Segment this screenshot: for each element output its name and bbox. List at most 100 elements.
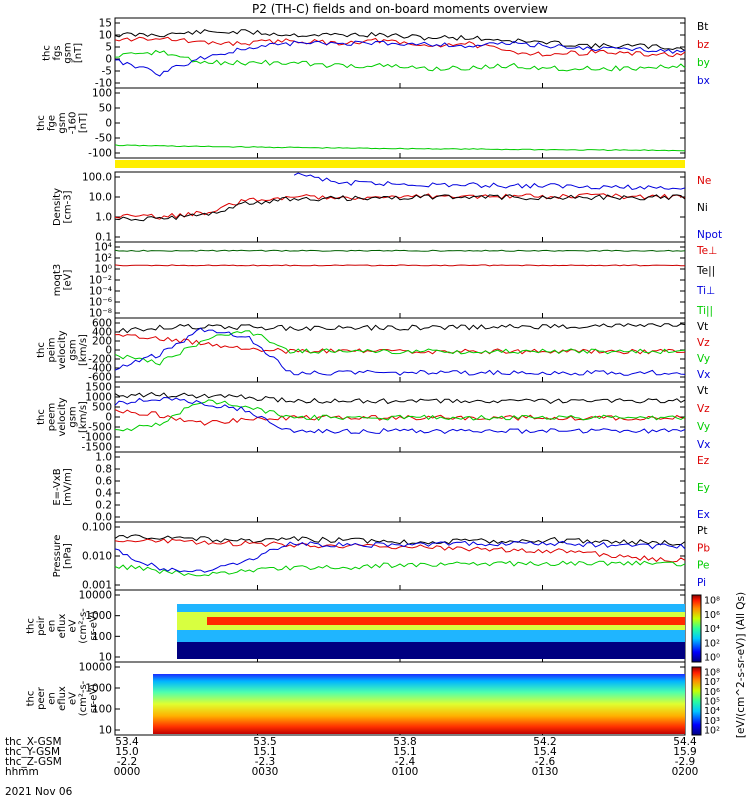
legend-by: by: [697, 57, 710, 69]
y-axis-label: fgs: [52, 45, 63, 60]
y-axis-label: [nPa]: [62, 543, 73, 569]
colorbar-tick: 10³: [704, 716, 720, 727]
x-col-value: -2.6: [535, 756, 556, 768]
y-tick-label: 400: [92, 327, 112, 339]
Vy-series-line: [114, 399, 686, 432]
x-col-value: 54.4: [673, 736, 697, 748]
x-col-value: 0200: [672, 766, 699, 778]
y-axis-label: sr-eV): [89, 611, 100, 640]
y-tick-label: 0.100: [82, 522, 112, 534]
spectrogram-peir: [177, 604, 685, 659]
bx-series-line: [114, 40, 686, 77]
x-col-value: -2.3: [255, 756, 276, 768]
x-col-value: -2.2: [117, 756, 138, 768]
Bt-series-line: [114, 29, 686, 52]
flag-bar: [115, 160, 685, 168]
y-axis-label: -160: [68, 112, 79, 135]
legend-Ni: Ni: [697, 202, 708, 214]
legend-Vt: Vt: [697, 385, 708, 397]
colorbar-tick: 10²: [704, 726, 720, 737]
y-tick-label: 0: [105, 118, 112, 130]
colorbar-label: [eV/(cm^2-s-sr-eV)] (All Qs): [735, 592, 747, 738]
y-tick-label: 10000: [79, 590, 112, 602]
legend-Vy: Vy: [697, 421, 710, 433]
green-series-line: [114, 144, 686, 152]
colorbar-tick: 10⁸: [704, 668, 720, 679]
y-tick-label: 0.1: [95, 232, 112, 244]
y-tick-label: 0: [105, 54, 112, 66]
legend-Ez: Ez: [697, 455, 710, 467]
y-tick-label: -50: [95, 133, 112, 145]
legend-Vx: Vx: [697, 439, 710, 451]
colorbar-tick: 10⁴: [704, 624, 720, 635]
Te-top-series-line: [114, 249, 686, 252]
legend-Vz: Vz: [697, 403, 710, 415]
y-tick-label: 50: [99, 103, 112, 115]
y-tick-label: 0.2: [95, 500, 112, 512]
y-tick-label: 0.4: [95, 488, 112, 500]
y-tick-label: 5: [105, 42, 112, 54]
x-row-label: thc_Z-GSM: [5, 756, 62, 768]
legend-Vt: Vt: [697, 321, 708, 333]
y-axis-label: Density: [52, 188, 63, 226]
y-axis-label: thc: [26, 691, 37, 707]
y-tick-label: 10⁻⁴: [89, 286, 112, 298]
y-tick-label: 10: [99, 725, 112, 737]
x-col-value: 0000: [114, 766, 141, 778]
y-axis-label: eV: [68, 619, 79, 632]
y-tick-label: -5: [102, 66, 112, 78]
y-tick-label: -10: [95, 78, 112, 90]
y-tick-label: 10⁻²: [89, 275, 112, 287]
x-col-value: 15.4: [533, 746, 557, 758]
colorbar1: 10⁸ 10⁶ 10⁴ 10² 10⁰: [691, 594, 720, 664]
Pi-series-line: [114, 540, 686, 573]
y-tick-label: -200: [88, 354, 112, 366]
x-col-value: 15.0: [115, 746, 138, 758]
colorbar-gradient: [691, 594, 702, 663]
y-axis-label: gsm: [68, 339, 79, 360]
colorbar-tick: 10⁵: [704, 697, 720, 708]
legend-Bt: Bt: [697, 21, 708, 33]
colorbar-tick: 10⁴: [704, 706, 720, 717]
legend-Ne: Ne: [697, 175, 711, 187]
y-axis-label: peem: [47, 403, 58, 431]
y-axis-label: eflux: [57, 614, 68, 639]
colorbar-tick: 10⁷: [704, 677, 720, 688]
y-tick-label: -600: [88, 372, 112, 384]
x-col-value: 0030: [252, 766, 279, 778]
Npot-series-line: [293, 172, 686, 191]
legend-bx: bx: [697, 75, 710, 87]
legend-Te⊥: Te⊥: [696, 245, 717, 257]
panel-frame: [114, 451, 686, 523]
spectrogram-peer: [153, 674, 685, 734]
x-col-value: 15.9: [673, 746, 696, 758]
y-axis-label: [cm-3]: [62, 190, 73, 223]
y-tick-label: 1.0: [95, 212, 112, 224]
x-row-label: hhmm: [5, 766, 39, 778]
x-col-value: 15.1: [253, 746, 276, 758]
legend-Te||: Te||: [696, 265, 715, 277]
y-tick-label: 10.0: [89, 192, 112, 204]
y-tick-label: 15: [99, 18, 112, 30]
Te-mid-series-line: [114, 264, 686, 267]
x-col-value: 53.5: [253, 736, 276, 748]
x-col-value: 0130: [532, 766, 559, 778]
x-col-value: -2.9: [675, 756, 696, 768]
colorbar-tick: 10⁸: [704, 596, 720, 607]
y-axis-label: en: [47, 692, 58, 705]
y-tick-label: 10000: [79, 662, 112, 674]
Pt-series-line: [114, 534, 686, 546]
y-axis-label: thc: [36, 115, 47, 131]
Vz-series-line: [114, 333, 686, 355]
x-row-label: thc_X-GSM: [5, 736, 62, 748]
legend-Pb: Pb: [697, 542, 710, 554]
y-axis-label: gsm: [57, 112, 68, 133]
y-axis-label: E=-VxB: [52, 468, 63, 505]
Vx-series-line: [114, 396, 686, 434]
y-tick-label: 0.6: [95, 476, 112, 488]
y-axis-label: thc: [36, 409, 47, 425]
